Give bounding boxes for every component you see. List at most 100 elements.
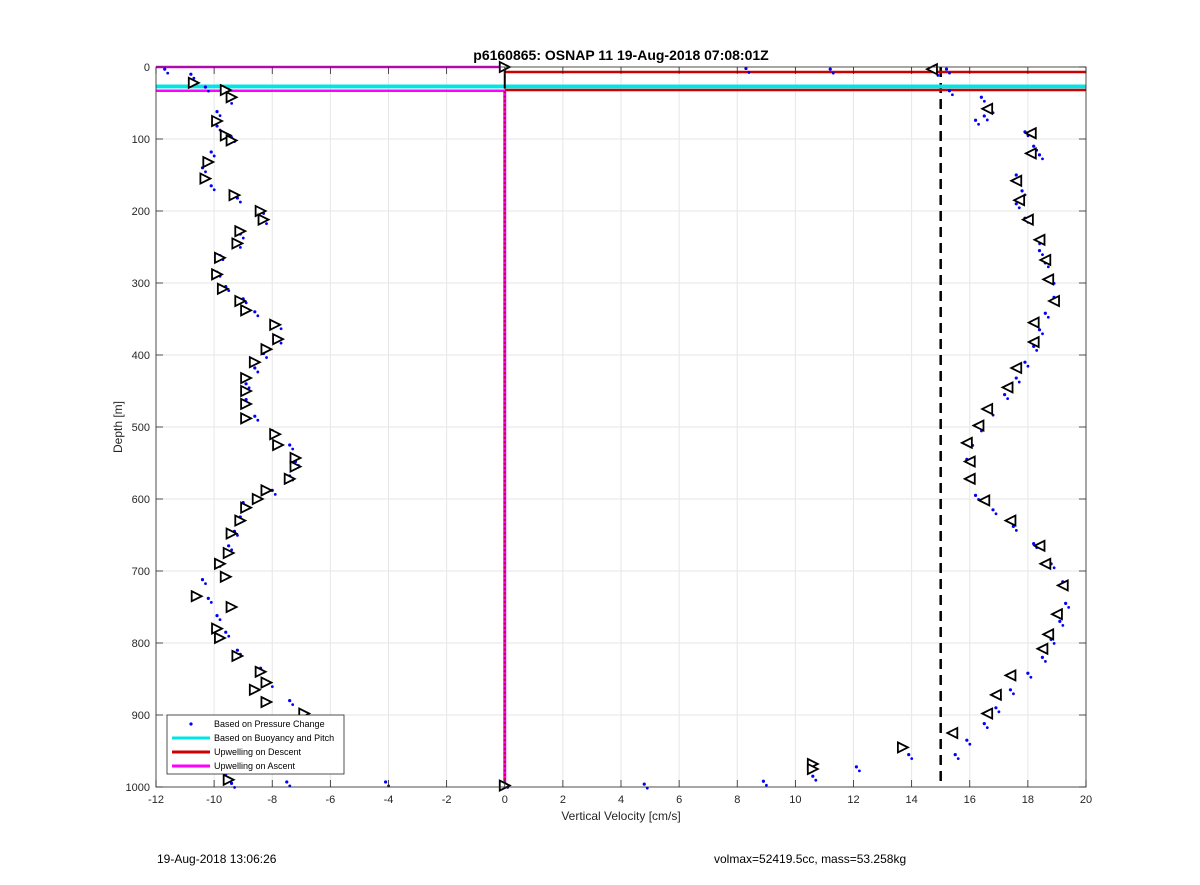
data-point xyxy=(503,138,507,142)
data-point xyxy=(1037,328,1042,332)
data-point xyxy=(503,712,507,716)
ticks: -12 -10 -8 -6 -4 -2 0 2 4 6 8 10 12 14 16 18 20010020030… xyxy=(126,62,1093,806)
data-point xyxy=(1023,360,1027,364)
triangle-marker xyxy=(1020,213,1034,227)
data-point xyxy=(503,734,507,738)
data-point xyxy=(747,71,751,74)
data-point xyxy=(206,596,210,600)
data-point xyxy=(1014,173,1018,177)
triangle-marker xyxy=(1035,642,1049,656)
data-point xyxy=(503,453,507,457)
data-point xyxy=(166,71,170,75)
data-point xyxy=(503,255,507,258)
data-point xyxy=(503,125,507,129)
data-point xyxy=(163,67,167,71)
data-point xyxy=(503,514,507,517)
data-point xyxy=(1014,528,1018,532)
data-point xyxy=(503,155,507,159)
data-point xyxy=(503,566,507,569)
triangle-marker xyxy=(272,332,286,346)
triangle-marker xyxy=(211,267,225,281)
data-point xyxy=(1032,542,1036,546)
data-point xyxy=(503,350,507,353)
triangle-marker xyxy=(1041,627,1055,641)
data-point xyxy=(503,423,507,427)
triangle-marker xyxy=(1009,174,1023,188)
data-point xyxy=(503,103,507,107)
x-tick-label: 6 xyxy=(676,794,682,806)
data-point xyxy=(247,386,251,390)
triangle-marker xyxy=(231,649,245,663)
y-tick-label: 300 xyxy=(132,278,150,290)
data-point xyxy=(503,432,507,435)
triangle-marker xyxy=(214,631,227,645)
x-tick-label: 14 xyxy=(906,794,918,806)
triangle-marker xyxy=(187,76,201,90)
data-point xyxy=(215,110,219,114)
triangle-marker xyxy=(269,318,283,332)
data-point xyxy=(503,613,507,617)
data-point xyxy=(291,703,295,706)
x-tick-label: 10 xyxy=(789,794,801,806)
triangle-marker xyxy=(988,688,1002,702)
triangle-marker xyxy=(1012,193,1026,207)
data-point xyxy=(503,164,507,167)
triangle-marker xyxy=(1038,253,1052,267)
data-point xyxy=(503,302,507,306)
data-point xyxy=(503,406,507,409)
legend-box xyxy=(166,714,345,775)
legend-label-buoyancy: Based on Buoyancy and Pitch xyxy=(214,733,334,743)
triangle-marker xyxy=(190,589,204,603)
data-point xyxy=(503,268,507,271)
footer-mass-info: volmax=52419.5cc, mass=53.258kg xyxy=(714,852,907,866)
data-point xyxy=(503,289,507,293)
data-point xyxy=(218,114,222,118)
triangle-marker xyxy=(260,483,274,497)
data-point xyxy=(1017,380,1021,384)
data-point xyxy=(253,414,257,418)
data-point xyxy=(985,726,989,730)
data-point xyxy=(265,356,268,359)
data-point xyxy=(1006,397,1010,400)
legend-label-pressure: Based on Pressure Change xyxy=(214,719,325,729)
data-point xyxy=(1035,348,1039,352)
data-point xyxy=(997,710,1001,714)
data-point xyxy=(503,661,507,664)
data-point xyxy=(227,634,231,638)
data-point xyxy=(1052,642,1056,645)
data-point xyxy=(503,458,507,461)
triangle-marker xyxy=(234,224,248,238)
data-point xyxy=(1032,144,1036,148)
data-point xyxy=(828,67,832,71)
data-point xyxy=(982,722,986,726)
data-point xyxy=(204,170,207,174)
x-tick-label: 0 xyxy=(502,794,508,806)
data-point xyxy=(503,246,507,250)
data-point xyxy=(503,527,507,530)
data-point xyxy=(503,306,507,310)
data-point xyxy=(503,777,507,781)
triangle-marker xyxy=(260,342,274,356)
triangle-marker xyxy=(289,451,303,465)
data-point xyxy=(503,553,507,556)
data-point xyxy=(503,134,507,137)
data-point xyxy=(503,108,507,111)
data-point xyxy=(503,484,507,487)
triangle-marker xyxy=(251,492,265,506)
data-point xyxy=(503,717,507,720)
data-point xyxy=(273,492,277,496)
data-point xyxy=(503,242,507,245)
data-point xyxy=(503,410,507,414)
triangle-marker xyxy=(1009,361,1023,375)
data-point xyxy=(503,583,507,586)
data-point xyxy=(503,263,507,267)
x-tick-label: -6 xyxy=(325,794,335,806)
data-point xyxy=(503,730,507,733)
data-point xyxy=(1044,660,1047,663)
data-point xyxy=(209,150,213,154)
data-point xyxy=(503,95,507,98)
data-point xyxy=(285,780,289,784)
data-point xyxy=(238,246,242,249)
data-point xyxy=(503,492,507,496)
data-point xyxy=(907,753,911,757)
